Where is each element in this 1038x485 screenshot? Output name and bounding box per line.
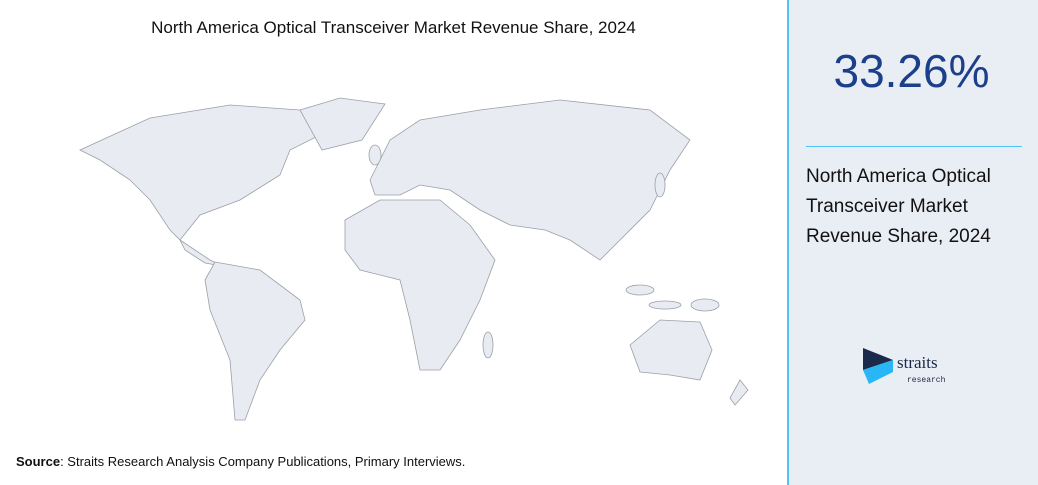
stat-value: 33.26% bbox=[833, 45, 990, 97]
world-map bbox=[79, 97, 749, 421]
logo-name: straits bbox=[897, 353, 938, 372]
source-label: Source bbox=[16, 454, 61, 469]
divider bbox=[787, 0, 789, 485]
left-panel: North America Optical Transceiver Market… bbox=[16, 18, 749, 469]
stat-description: North America Optical Transceiver Market… bbox=[806, 166, 991, 247]
right-panel: 33.26% North America Optical Transceiver… bbox=[789, 0, 1038, 485]
title: North America Optical Transceiver Market… bbox=[151, 18, 636, 37]
source-text: : Straits Research Analysis Company Publ… bbox=[60, 454, 466, 469]
rule bbox=[806, 146, 1022, 147]
logo-tagline: research bbox=[907, 376, 946, 385]
source: Source: Straits Research Analysis Compan… bbox=[16, 454, 465, 469]
logo: straits research bbox=[863, 348, 946, 385]
